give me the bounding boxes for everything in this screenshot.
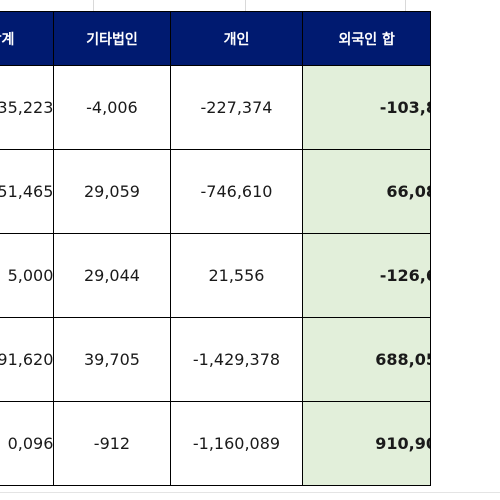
header-foreign-total[interactable]: 외국인 합 xyxy=(302,11,431,66)
cell-institution[interactable]: 51,465 xyxy=(0,149,55,234)
cell-foreign[interactable]: 66,08 xyxy=(302,149,431,234)
cell-foreign[interactable]: 688,05 xyxy=(302,317,431,402)
investor-trading-table: 관 합계 기타법인 개인 외국인 합 35,223 -4,006 -227,37… xyxy=(0,11,431,486)
cell-other-corp[interactable]: -912 xyxy=(53,401,171,486)
grid-column-line xyxy=(405,0,406,12)
cell-individual[interactable]: -1,429,378 xyxy=(169,317,304,402)
cell-individual[interactable]: -746,610 xyxy=(169,149,304,234)
header-individual[interactable]: 개인 xyxy=(169,11,304,66)
table-row: 51,465 29,059 -746,610 66,08 xyxy=(0,149,431,234)
grid-column-line xyxy=(93,0,94,12)
cell-foreign-value: 66,08 xyxy=(386,182,429,201)
cell-foreign[interactable]: 910,90 xyxy=(302,401,431,486)
table-header-row: 관 합계 기타법인 개인 외국인 합 xyxy=(0,11,431,66)
table-row: 5,000 29,044 21,556 -126,6 xyxy=(0,233,431,318)
cell-institution[interactable]: 35,223 xyxy=(0,65,55,150)
cell-foreign[interactable]: -103,8 xyxy=(302,65,431,150)
cell-other-corp[interactable]: 29,044 xyxy=(53,233,171,318)
header-institution-total[interactable]: 관 합계 xyxy=(0,11,55,66)
grid-row-line xyxy=(0,492,500,493)
cell-other-corp[interactable]: 39,705 xyxy=(53,317,171,402)
table-row: 91,620 39,705 -1,429,378 688,05 xyxy=(0,317,431,402)
cell-foreign-value: -103,8 xyxy=(379,98,430,117)
cell-foreign-value: 910,90 xyxy=(375,434,429,453)
header-other-corp[interactable]: 기타법인 xyxy=(53,11,171,66)
cell-individual[interactable]: -227,374 xyxy=(169,65,304,150)
cell-foreign[interactable]: -126,6 xyxy=(302,233,431,318)
cell-institution[interactable]: 0,096 xyxy=(0,401,55,486)
table-row: 35,223 -4,006 -227,374 -103,8 xyxy=(0,65,431,150)
cell-other-corp[interactable]: -4,006 xyxy=(53,65,171,150)
cell-individual[interactable]: 21,556 xyxy=(169,233,304,318)
table-row: 0,096 -912 -1,160,089 910,90 xyxy=(0,401,431,486)
cell-other-corp[interactable]: 29,059 xyxy=(53,149,171,234)
cell-foreign-value: 688,05 xyxy=(375,350,429,369)
grid-column-line xyxy=(245,0,246,12)
cell-institution[interactable]: 5,000 xyxy=(0,233,55,318)
cell-foreign-value: -126,6 xyxy=(379,266,430,285)
cell-institution[interactable]: 91,620 xyxy=(0,317,55,402)
cell-individual[interactable]: -1,160,089 xyxy=(169,401,304,486)
